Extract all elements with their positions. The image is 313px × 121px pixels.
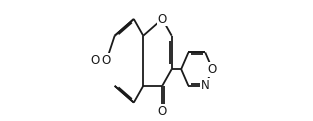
Text: N: N bbox=[201, 79, 210, 92]
Text: O: O bbox=[91, 54, 100, 67]
Text: O: O bbox=[208, 63, 217, 76]
Text: O: O bbox=[158, 105, 167, 118]
Text: O: O bbox=[102, 54, 111, 67]
Text: O: O bbox=[158, 12, 167, 26]
